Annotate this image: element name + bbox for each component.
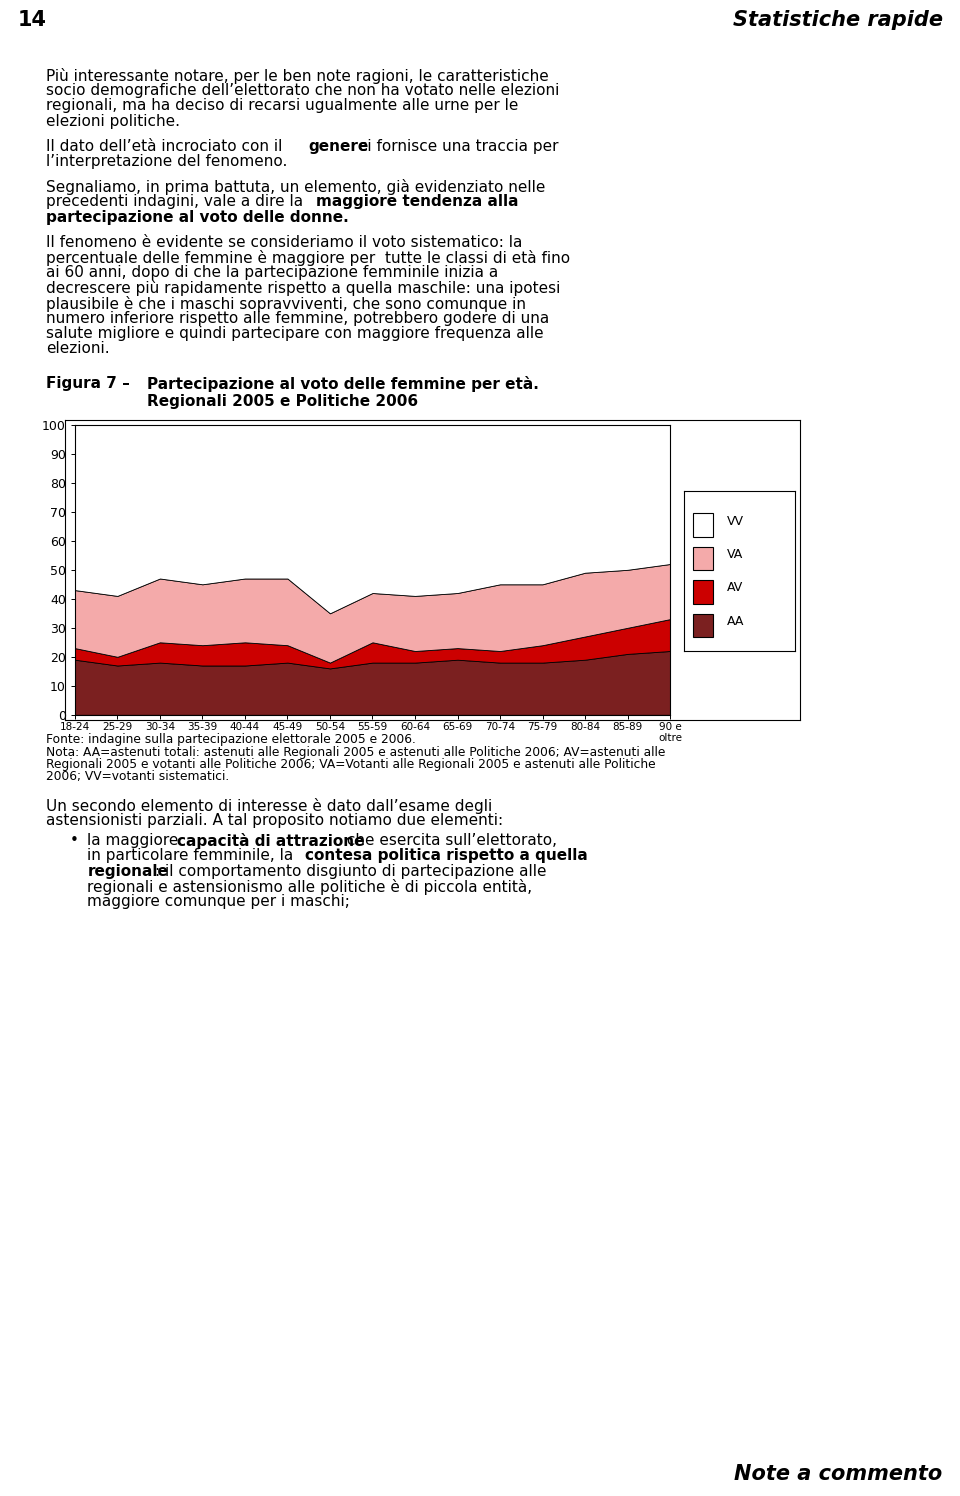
Text: VA: VA [727,548,743,561]
Text: Il fenomeno è evidente se consideriamo il voto sistematico: la: Il fenomeno è evidente se consideriamo i… [46,235,522,250]
Text: regionali e astensionismo alle politiche è di piccola entità,: regionali e astensionismo alle politiche… [87,878,533,895]
Text: Regionali 2005 e Politiche 2006: Regionali 2005 e Politiche 2006 [147,393,418,408]
Text: regionale: regionale [87,863,168,878]
Text: Statistiche rapide: Statistiche rapide [732,10,943,30]
Text: VV: VV [727,515,743,528]
Text: 2006; VV=votanti sistematici.: 2006; VV=votanti sistematici. [46,770,229,782]
Text: elezioni.: elezioni. [46,341,109,356]
Text: l’interpretazione del fenomeno.: l’interpretazione del fenomeno. [46,154,287,169]
Text: precedenti indagini, vale a dire la: precedenti indagini, vale a dire la [46,194,308,209]
Text: astensionisti parziali. A tal proposito notiamo due elementi:: astensionisti parziali. A tal proposito … [46,812,503,827]
Text: decrescere più rapidamente rispetto a quella maschile: una ipotesi: decrescere più rapidamente rispetto a qu… [46,280,561,296]
Text: in particolare femminile, la: in particolare femminile, la [87,848,299,863]
Text: ai 60 anni, dopo di che la partecipazione femminile inizia a: ai 60 anni, dopo di che la partecipazion… [46,265,498,280]
Text: maggiore tendenza alla: maggiore tendenza alla [316,194,518,209]
Text: che esercita sull’elettorato,: che esercita sull’elettorato, [343,833,558,848]
Text: : il comportamento disgiunto di partecipazione alle: : il comportamento disgiunto di partecip… [155,863,546,878]
Text: elezioni politiche.: elezioni politiche. [46,114,180,129]
Text: Il dato dell’età incrociato con il: Il dato dell’età incrociato con il [46,139,287,154]
Bar [693,513,713,537]
Text: genere: genere [308,139,369,154]
Text: percentuale delle femmine è maggiore per  tutte le classi di età fino: percentuale delle femmine è maggiore per… [46,250,570,266]
Text: contesa politica rispetto a quella: contesa politica rispetto a quella [305,848,588,863]
Text: •: • [70,833,79,848]
Text: la maggiore: la maggiore [87,833,183,848]
Bar [693,580,713,604]
Text: Più interessante notare, per le ben note ragioni, le caratteristiche: Più interessante notare, per le ben note… [46,67,549,84]
Text: Fonte: indagine sulla partecipazione elettorale 2005 e 2006.: Fonte: indagine sulla partecipazione ele… [46,733,416,747]
Text: Regionali 2005 e votanti alle Politiche 2006; VA=Votanti alle Regionali 2005 e a: Regionali 2005 e votanti alle Politiche … [46,758,656,770]
Text: ci fornisce una traccia per: ci fornisce una traccia per [353,139,558,154]
Text: 14: 14 [17,10,46,30]
Text: Figura 7 –: Figura 7 – [46,377,130,392]
Text: maggiore comunque per i maschi;: maggiore comunque per i maschi; [87,895,350,910]
Text: Un secondo elemento di interesse è dato dall’esame degli: Un secondo elemento di interesse è dato … [46,797,492,814]
Text: Segnaliamo, in prima battuta, un elemento, già evidenziato nelle: Segnaliamo, in prima battuta, un element… [46,180,545,194]
Text: capacità di attrazione: capacità di attrazione [178,833,365,850]
Text: numero inferiore rispetto alle femmine, potrebbero godere di una: numero inferiore rispetto alle femmine, … [46,311,549,326]
Text: regionali, ma ha deciso di recarsi ugualmente alle urne per le: regionali, ma ha deciso di recarsi ugual… [46,99,518,114]
Text: plausibile è che i maschi sopravviventi, che sono comunque in: plausibile è che i maschi sopravviventi,… [46,296,526,311]
Text: AV: AV [727,582,743,594]
Text: Note a commento: Note a commento [734,1465,943,1484]
Text: partecipazione al voto delle donne.: partecipazione al voto delle donne. [46,209,348,224]
Bar [693,613,713,637]
Text: AA: AA [727,615,744,628]
Text: salute migliore e quindi partecipare con maggiore frequenza alle: salute migliore e quindi partecipare con… [46,326,543,341]
Text: Partecipazione al voto delle femmine per età.: Partecipazione al voto delle femmine per… [147,377,539,392]
Text: Nota: AA=astenuti totali: astenuti alle Regionali 2005 e astenuti alle Politiche: Nota: AA=astenuti totali: astenuti alle … [46,747,665,758]
Bar [693,546,713,570]
Text: socio demografiche dell’elettorato che non ha votato nelle elezioni: socio demografiche dell’elettorato che n… [46,84,560,99]
